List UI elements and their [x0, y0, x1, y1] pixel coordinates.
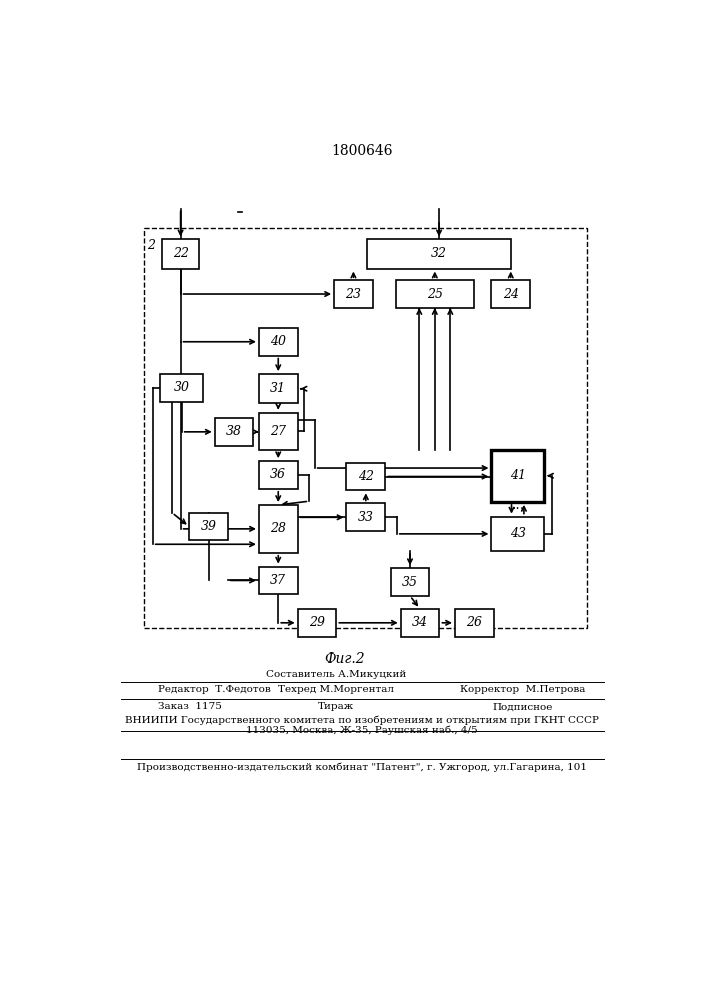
Text: Составитель А.Микуцкий: Составитель А.Микуцкий — [267, 670, 407, 679]
Bar — [491, 280, 530, 308]
Text: 35: 35 — [402, 576, 418, 588]
Text: 41: 41 — [510, 469, 526, 482]
Bar — [455, 609, 493, 637]
Text: 22: 22 — [173, 247, 189, 260]
Bar — [334, 280, 373, 308]
Text: 30: 30 — [174, 381, 189, 394]
Text: Подписное: Подписное — [492, 702, 553, 711]
Bar — [401, 609, 440, 637]
Text: Тираж: Тираж — [318, 702, 354, 711]
Text: Техред М.Моргентал: Техред М.Моргентал — [279, 685, 395, 694]
Text: 24: 24 — [503, 288, 519, 301]
Bar — [259, 328, 298, 356]
Bar — [162, 239, 199, 269]
Text: 27: 27 — [270, 425, 286, 438]
Text: 28: 28 — [270, 522, 286, 535]
Text: 39: 39 — [201, 520, 216, 533]
Bar — [215, 418, 253, 446]
Text: 33: 33 — [358, 511, 374, 524]
Text: 36: 36 — [270, 468, 286, 481]
Bar — [259, 461, 298, 489]
Bar — [189, 513, 228, 540]
Text: Корректор  М.Петрова: Корректор М.Петрова — [460, 685, 585, 694]
Bar — [346, 463, 385, 490]
Text: ···: ··· — [511, 502, 525, 516]
Bar — [259, 374, 298, 403]
Text: 113035, Москва, Ж-35, Раушская наб., 4/5: 113035, Москва, Ж-35, Раушская наб., 4/5 — [246, 726, 478, 735]
Bar — [144, 228, 588, 628]
Bar — [259, 567, 298, 594]
Text: 34: 34 — [412, 616, 428, 629]
Text: 26: 26 — [467, 616, 482, 629]
Text: 32: 32 — [431, 247, 447, 260]
Bar — [346, 503, 385, 531]
Bar — [259, 505, 298, 553]
Text: 23: 23 — [346, 288, 361, 301]
Text: 25: 25 — [427, 288, 443, 301]
Text: 43: 43 — [510, 527, 526, 540]
Text: Редактор  Т.Федотов: Редактор Т.Федотов — [158, 685, 271, 694]
Bar — [396, 280, 474, 308]
Bar — [368, 239, 510, 269]
Bar — [491, 517, 544, 551]
Text: 29: 29 — [309, 616, 325, 629]
Text: Производственно-издательский комбинат "Патент", г. Ужгород, ул.Гагарина, 101: Производственно-издательский комбинат "П… — [137, 762, 587, 772]
Bar — [160, 374, 203, 402]
Bar — [259, 413, 298, 450]
Text: 37: 37 — [270, 574, 286, 587]
Text: 2: 2 — [147, 239, 156, 252]
Text: 38: 38 — [226, 425, 242, 438]
Bar — [298, 609, 337, 637]
Text: ВНИИПИ Государственного комитета по изобретениям и открытиям при ГКНТ СССР: ВНИИПИ Государственного комитета по изоб… — [125, 716, 599, 725]
Text: 40: 40 — [270, 335, 286, 348]
Text: Заказ  1175: Заказ 1175 — [158, 702, 222, 711]
Text: Фиг.2: Фиг.2 — [324, 652, 364, 666]
Bar — [491, 450, 544, 502]
Text: 31: 31 — [270, 382, 286, 395]
Text: 1800646: 1800646 — [331, 144, 392, 158]
Text: 42: 42 — [358, 470, 374, 483]
Bar — [391, 568, 429, 596]
